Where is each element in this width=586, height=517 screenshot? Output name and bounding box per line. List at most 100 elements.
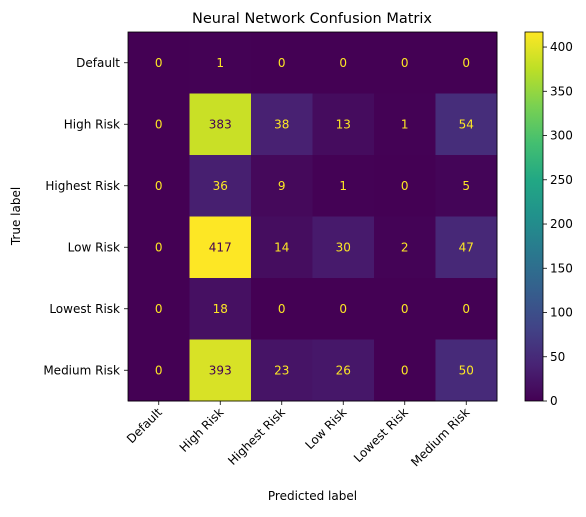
cell-value-label: 0	[155, 179, 163, 193]
y-axis-label: True label	[9, 187, 23, 246]
x-axis-label: Predicted label	[268, 489, 357, 503]
matrix-cell	[435, 216, 498, 279]
cell-value-label: 36	[213, 179, 228, 193]
cell-value-label: 9	[278, 179, 286, 193]
matrix-cell	[251, 93, 313, 156]
colorbar	[524, 31, 544, 402]
cell-value-label: 14	[274, 240, 289, 254]
matrix-cell	[312, 155, 375, 217]
x-tick-label: Low Risk	[302, 405, 349, 452]
y-tick-label: Default	[76, 56, 120, 70]
cell-value-label: 38	[274, 117, 289, 131]
matrix-cell	[374, 339, 436, 402]
matrix-cell	[128, 278, 190, 340]
matrix-cell	[435, 155, 498, 217]
cell-value-label: 0	[401, 363, 409, 377]
cell-value-label: 1	[216, 56, 224, 70]
x-tick-label: Medium Risk	[408, 405, 472, 469]
y-tick-label: Low Risk	[68, 240, 120, 254]
cell-value-label: 5	[462, 179, 470, 193]
colorbar-tick-label: 50	[550, 350, 565, 364]
cell-value-label: 18	[213, 302, 228, 316]
matrix-cell	[189, 339, 252, 402]
matrix-cell	[189, 155, 252, 217]
y-tick-label: High Risk	[64, 117, 120, 131]
matrix-cell	[312, 278, 375, 340]
matrix-cell	[435, 278, 498, 340]
cell-value-label: 1	[401, 117, 409, 131]
cell-value-label: 0	[339, 56, 347, 70]
matrix-cell	[128, 32, 190, 94]
matrix-cell	[189, 278, 252, 340]
matrix-cell	[374, 278, 436, 340]
cell-value-label: 0	[278, 302, 286, 316]
matrix-cell	[374, 32, 436, 94]
matrix-cell	[251, 32, 313, 94]
matrix-cell	[312, 93, 375, 156]
cell-value-label: 0	[401, 302, 409, 316]
colorbar-tick-label: 350	[550, 84, 573, 98]
cell-value-label: 0	[462, 302, 470, 316]
matrix-cell	[128, 93, 190, 156]
cell-value-label: 1	[339, 179, 347, 193]
colorbar-tick-label: 300	[550, 129, 573, 143]
matrix-cell	[251, 339, 313, 402]
colorbar-ticks: 0 50 100 150 200 250 300 350 400	[543, 40, 573, 408]
colorbar-tick-label: 250	[550, 173, 573, 187]
matrix-cell	[128, 216, 190, 279]
matrix-cell	[189, 93, 252, 156]
cell-value-label: 47	[459, 240, 474, 254]
matrix-cell	[435, 93, 498, 156]
cell-value-label: 0	[462, 56, 470, 70]
y-axis-ticks: Default High Risk Highest Risk Low Risk Lowe…	[43, 56, 128, 377]
cell-value-label: 0	[155, 117, 163, 131]
cell-value-label: 383	[209, 117, 232, 131]
y-tick-label: Highest Risk	[45, 179, 120, 193]
matrix-cell	[435, 339, 498, 402]
matrix-cell	[189, 216, 252, 279]
cell-value-label: 23	[274, 363, 289, 377]
x-tick-label: Highest Risk	[225, 405, 288, 468]
matrix-cell	[128, 155, 190, 217]
x-tick-label: Default	[124, 405, 165, 446]
cell-value-label: 0	[339, 302, 347, 316]
cell-value-label: 0	[155, 56, 163, 70]
matrix-cell	[251, 155, 313, 217]
matrix-cell	[312, 32, 375, 94]
cell-value-label: 0	[401, 56, 409, 70]
cell-value-label: 54	[459, 117, 474, 131]
cell-value-label: 0	[278, 56, 286, 70]
colorbar-tick-label: 200	[550, 217, 573, 231]
cell-value-label: 417	[209, 240, 232, 254]
cell-value-label: 0	[401, 179, 409, 193]
cell-value-label: 393	[209, 363, 232, 377]
matrix-cell	[312, 216, 375, 279]
cell-value-label: 0	[155, 240, 163, 254]
y-tick-label: Medium Risk	[43, 363, 120, 377]
matrix-cell	[312, 339, 375, 402]
matrix-cell	[128, 339, 190, 402]
colorbar-tick-label: 150	[550, 261, 573, 275]
chart-title: Neural Network Confusion Matrix	[192, 11, 432, 27]
cell-value-label: 30	[336, 240, 351, 254]
matrix-cell	[374, 93, 436, 156]
matrix-cells	[128, 32, 498, 402]
cell-value-label: 2	[401, 240, 409, 254]
cell-value-label: 13	[336, 117, 351, 131]
y-tick-label: Lowest Risk	[49, 302, 120, 316]
colorbar-tick-label: 100	[550, 306, 573, 320]
matrix-cell	[251, 278, 313, 340]
cell-value-labels: 0 1 0 0 0 00 383 38 13 1 540 36 9 1 0 50 417 14 30 2 470 18 0 0…	[155, 56, 474, 378]
cell-value-label: 26	[336, 363, 351, 377]
x-tick-label: Lowest Risk	[351, 405, 411, 465]
matrix-cell	[435, 32, 498, 94]
colorbar-tick-label: 0	[550, 394, 558, 408]
matrix-frame	[127, 31, 498, 402]
matrix-cell	[189, 32, 252, 94]
x-tick-label: High Risk	[177, 405, 227, 455]
cell-value-label: 50	[459, 363, 474, 377]
colorbar-tick-label: 400	[550, 40, 573, 54]
matrix-cell	[374, 155, 436, 217]
cell-value-label: 0	[155, 302, 163, 316]
